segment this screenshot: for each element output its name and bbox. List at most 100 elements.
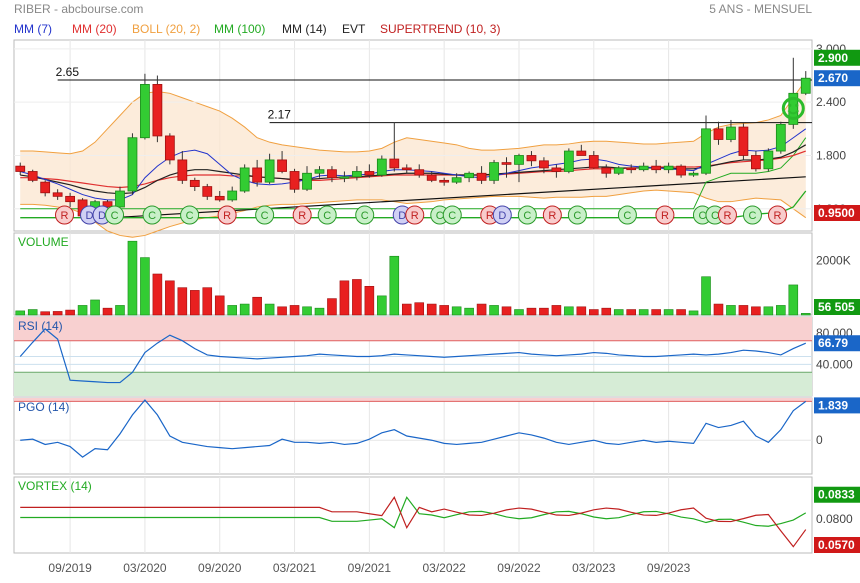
event-marker[interactable] bbox=[217, 205, 237, 225]
volume-bar bbox=[289, 305, 300, 316]
event-marker[interactable] bbox=[405, 205, 425, 225]
volume-bar bbox=[314, 307, 325, 316]
volume-panel-title: VOLUME bbox=[18, 235, 69, 249]
volume-bar bbox=[589, 309, 599, 316]
x-tick-label: 03/2023 bbox=[572, 561, 616, 575]
volume-bar bbox=[663, 309, 674, 316]
volume-bar bbox=[65, 309, 75, 316]
event-marker-label: R bbox=[548, 210, 556, 222]
event-marker-label: D bbox=[398, 210, 406, 222]
smiley-icon bbox=[781, 96, 805, 120]
candle-body bbox=[563, 150, 574, 172]
volume-bar bbox=[364, 285, 375, 316]
event-marker[interactable] bbox=[255, 205, 275, 225]
volume-bar bbox=[763, 306, 774, 316]
volume-bar bbox=[40, 311, 50, 316]
rsi-overbought-zone bbox=[14, 317, 812, 341]
candle-body bbox=[40, 181, 51, 194]
event-marker[interactable] bbox=[55, 205, 75, 225]
volume-bar bbox=[564, 306, 574, 316]
x-tick-label: 03/2020 bbox=[123, 561, 167, 575]
legend-item[interactable]: MM (14) bbox=[282, 22, 327, 36]
event-marker[interactable] bbox=[492, 205, 512, 225]
rsi-line bbox=[19, 328, 807, 384]
x-tick-label: 09/2023 bbox=[647, 561, 691, 575]
volume-bar bbox=[352, 279, 362, 316]
candle-body bbox=[140, 84, 150, 139]
price-tag-bg bbox=[814, 205, 860, 221]
candle-body bbox=[164, 135, 175, 161]
volume-bar bbox=[202, 287, 213, 316]
volume-bar bbox=[476, 303, 487, 316]
volume-bar bbox=[27, 309, 38, 316]
candle-body bbox=[514, 155, 524, 165]
event-marker-label: R bbox=[486, 210, 494, 222]
candle-body bbox=[713, 128, 724, 140]
rsi-panel-title: RSI (14) bbox=[18, 319, 63, 333]
event-marker[interactable] bbox=[655, 205, 675, 225]
event-marker-label: C bbox=[261, 210, 269, 222]
event-marker[interactable] bbox=[567, 205, 587, 225]
event-marker[interactable] bbox=[317, 205, 337, 225]
candle-body bbox=[115, 190, 125, 208]
volume-bar bbox=[800, 313, 811, 316]
support-trendline bbox=[82, 176, 806, 221]
event-marker[interactable] bbox=[517, 205, 537, 225]
volume-bar bbox=[576, 306, 587, 316]
candle-body bbox=[414, 169, 425, 176]
legend-item[interactable]: SUPERTREND (10, 3) bbox=[380, 22, 500, 36]
candle-body bbox=[638, 165, 649, 171]
event-marker-label: D bbox=[498, 210, 506, 222]
event-marker[interactable] bbox=[742, 205, 762, 225]
volume-bar bbox=[15, 310, 26, 316]
event-marker[interactable] bbox=[142, 205, 162, 225]
event-marker-label: C bbox=[698, 210, 706, 222]
resistance-level-label: 2.17 bbox=[268, 108, 292, 122]
event-marker[interactable] bbox=[717, 205, 737, 225]
candle-body bbox=[626, 167, 637, 171]
legend-item[interactable]: BOLL (20, 2) bbox=[132, 22, 200, 36]
rsi-y-tick: 40.000 bbox=[816, 357, 853, 371]
candle-body bbox=[501, 162, 512, 165]
volume-bar bbox=[451, 306, 462, 316]
candle-body bbox=[214, 195, 225, 201]
volume-bar bbox=[52, 311, 63, 316]
event-marker[interactable] bbox=[617, 205, 637, 225]
event-marker-label: R bbox=[411, 210, 419, 222]
volume-bar bbox=[377, 295, 387, 316]
event-marker[interactable] bbox=[180, 205, 200, 225]
chart-period[interactable]: 5 ANS - MENSUEL bbox=[709, 2, 812, 16]
volume-bar bbox=[177, 287, 188, 316]
candle-body bbox=[464, 172, 474, 179]
legend-item[interactable]: MM (100) bbox=[214, 22, 265, 36]
panel-frame-vtx bbox=[13, 476, 813, 554]
event-marker[interactable] bbox=[292, 205, 312, 225]
legend-item[interactable]: MM (20) bbox=[72, 22, 117, 36]
x-tick-label: 09/2022 bbox=[497, 561, 541, 575]
event-marker[interactable] bbox=[542, 205, 562, 225]
candle-body bbox=[364, 171, 375, 176]
legend-item[interactable]: EVT bbox=[342, 22, 366, 36]
volume-bar bbox=[327, 298, 337, 316]
event-marker-label: C bbox=[436, 210, 444, 222]
x-tick-label: 09/2019 bbox=[48, 561, 92, 575]
pgo-y-tick: 0 bbox=[816, 433, 823, 447]
event-marker-label: C bbox=[711, 210, 719, 222]
x-axis: 09/2019 03/2020 09/2020 03/2021 09/2021 03/20… bbox=[48, 561, 690, 575]
event-marker[interactable] bbox=[105, 205, 125, 225]
event-marker[interactable] bbox=[355, 205, 375, 225]
candle-body bbox=[426, 174, 437, 181]
candle-body bbox=[227, 190, 238, 201]
event-marker-label: R bbox=[223, 210, 231, 222]
legend-item[interactable]: MM (7) bbox=[14, 22, 52, 36]
event-marker[interactable] bbox=[767, 205, 787, 225]
volume-bar bbox=[102, 307, 113, 316]
volume-bar bbox=[389, 255, 400, 316]
volume-bar bbox=[264, 303, 275, 316]
candle-body bbox=[489, 162, 499, 181]
event-marker[interactable] bbox=[442, 205, 462, 225]
candle-body bbox=[551, 167, 562, 172]
candle-body bbox=[676, 165, 686, 176]
volume-bar bbox=[239, 303, 250, 316]
resistance-level-label: 2.65 bbox=[56, 65, 80, 79]
